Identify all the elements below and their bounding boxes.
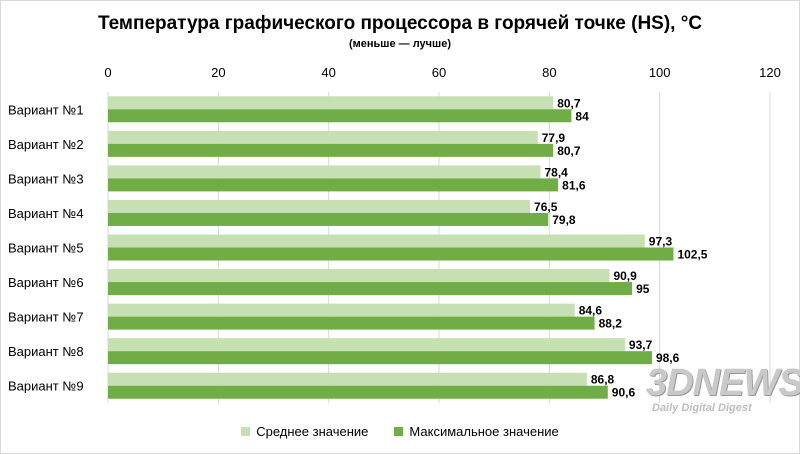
value-label-maximum-3: 81,6 — [562, 178, 586, 192]
value-label-maximum-8: 98,6 — [656, 351, 680, 365]
bar-maximum-3 — [108, 178, 559, 192]
value-label-maximum-4: 79,8 — [552, 213, 576, 227]
category-label-9: Вариант №9 — [8, 379, 84, 394]
value-label-average-6: 90,9 — [613, 269, 637, 283]
x-tick-label-0: 0 — [104, 65, 111, 80]
value-label-maximum-5: 102,5 — [677, 248, 707, 262]
bar-average-5 — [108, 234, 645, 248]
value-label-average-7: 84,6 — [579, 304, 603, 318]
value-label-average-9: 86,8 — [591, 373, 615, 387]
value-label-average-1: 80,7 — [557, 96, 581, 110]
bar-maximum-4 — [108, 212, 549, 226]
x-tick-label-3: 60 — [432, 65, 446, 80]
x-tick-label-5: 100 — [649, 65, 671, 80]
bar-average-9 — [108, 372, 587, 386]
chart-subtitle: (меньше — лучше) — [348, 38, 452, 50]
x-tick-label-2: 40 — [321, 65, 335, 80]
bar-average-3 — [108, 165, 541, 179]
bar-maximum-2 — [108, 143, 554, 157]
value-label-average-4: 76,5 — [534, 200, 558, 214]
legend-label-maximum: Максимальное значение — [409, 424, 559, 439]
bar-maximum-1 — [108, 109, 572, 123]
value-label-average-8: 93,7 — [629, 338, 653, 352]
x-tick-label-1: 20 — [211, 65, 225, 80]
category-label-6: Вариант №6 — [8, 275, 84, 290]
bar-maximum-6 — [108, 282, 633, 296]
x-tick-label-6: 120 — [759, 65, 781, 80]
category-label-1: Вариант №1 — [8, 102, 84, 117]
value-label-average-3: 78,4 — [545, 165, 569, 179]
value-label-maximum-6: 95 — [636, 282, 650, 296]
bar-maximum-5 — [108, 247, 674, 261]
bar-average-4 — [108, 199, 531, 213]
legend-item-average: Среднее значение — [241, 424, 368, 439]
chart-title: Температура графического процессора в го… — [97, 13, 703, 34]
category-label-4: Вариант №4 — [8, 206, 84, 221]
legend-item-maximum: Максимальное значение — [394, 424, 559, 439]
bar-average-7 — [108, 303, 575, 317]
bar-average-1 — [108, 96, 554, 110]
category-label-7: Вариант №7 — [8, 310, 84, 325]
bar-average-2 — [108, 130, 538, 144]
value-label-average-2: 77,9 — [542, 131, 566, 145]
category-label-2: Вариант №2 — [8, 137, 84, 152]
legend-swatch-maximum — [394, 427, 404, 436]
bar-maximum-8 — [108, 351, 652, 365]
value-label-maximum-7: 88,2 — [599, 317, 623, 331]
category-label-3: Вариант №3 — [8, 171, 84, 186]
bar-maximum-9 — [108, 385, 608, 399]
bar-average-8 — [108, 338, 625, 352]
value-label-average-5: 97,3 — [649, 235, 673, 249]
category-label-5: Вариант №5 — [8, 241, 84, 256]
x-tick-label-4: 80 — [542, 65, 556, 80]
value-label-maximum-9: 90,6 — [612, 386, 636, 400]
category-label-8: Вариант №8 — [8, 344, 84, 359]
legend: Среднее значение Максимальное значение — [0, 424, 800, 439]
value-label-maximum-2: 80,7 — [557, 144, 581, 158]
legend-label-average: Среднее значение — [256, 424, 369, 439]
value-label-maximum-1: 84 — [575, 109, 589, 123]
legend-swatch-average — [241, 427, 251, 436]
bar-average-6 — [108, 269, 610, 283]
bar-maximum-7 — [108, 316, 595, 330]
